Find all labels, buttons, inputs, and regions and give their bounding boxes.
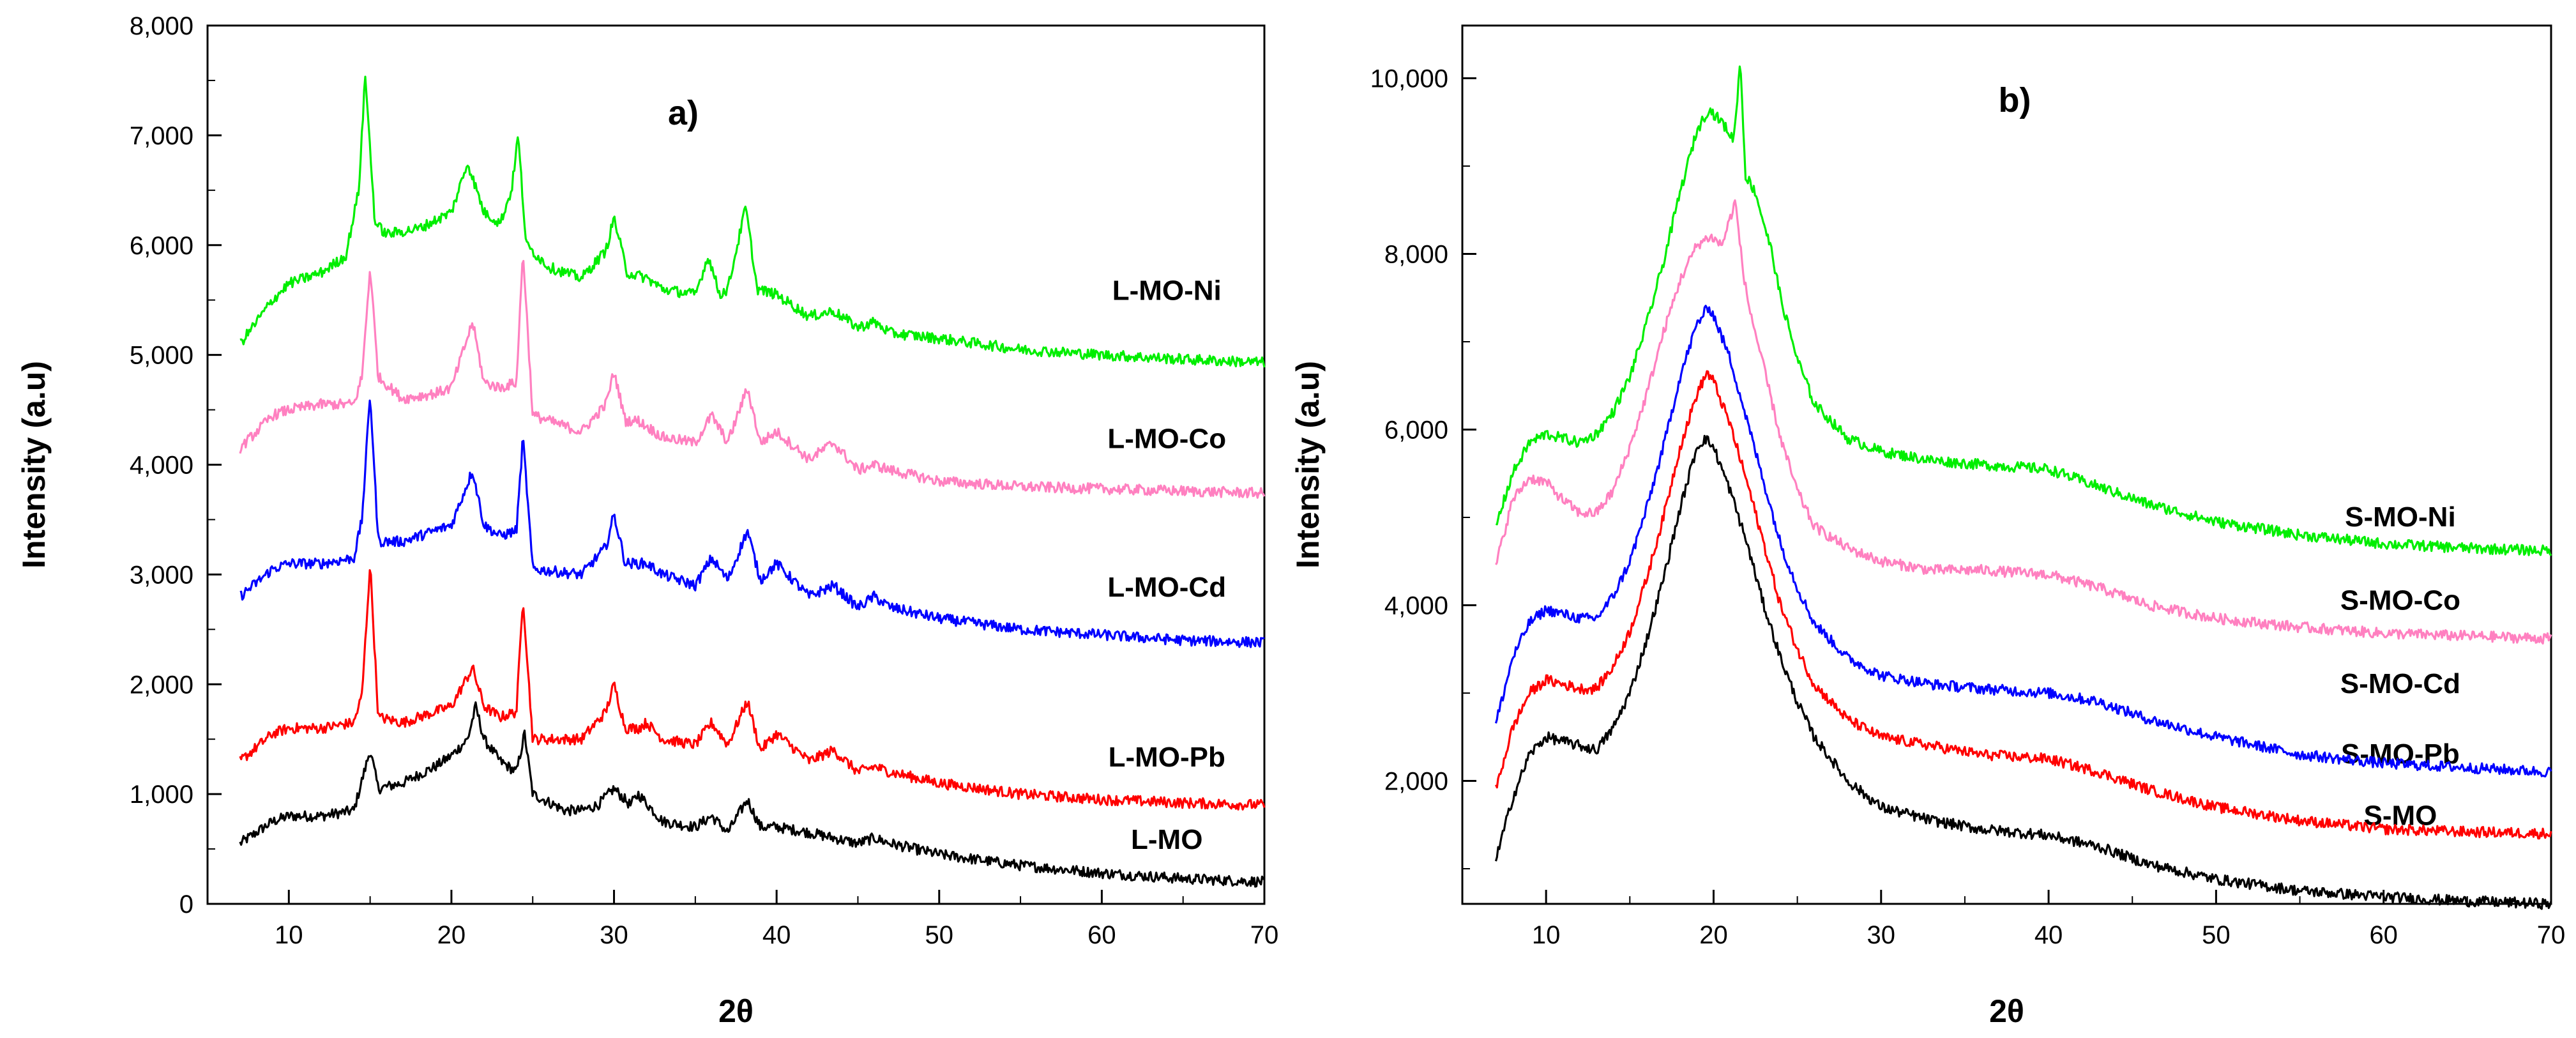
chart-b-x-tick-label: 10 <box>1532 921 1561 949</box>
chart-b-series-s-mo-label: S-MO <box>2363 800 2437 831</box>
chart-a-x-tick-label: 20 <box>437 921 466 949</box>
chart-b-series-s-mo-pb-line <box>1495 370 2552 840</box>
chart-a-series-l-mo-ni-label: L-MO-Ni <box>1112 275 1222 307</box>
chart-b-x-tick-label: 50 <box>2202 921 2231 949</box>
chart-a-series-l-mo-label: L-MO <box>1131 824 1202 855</box>
chart-a-y-axis-title: Intensity (a.u) <box>16 361 52 569</box>
chart-a-y-tick-label: 6,000 <box>130 232 193 260</box>
chart-a: 10 20 30 40 50 60 70 0 1,000 2,000 3,000 4,000 5,000… <box>16 12 1278 1029</box>
chart-b-series-s-mo-ni-line <box>1495 65 2552 556</box>
chart-a-x-tick-label: 40 <box>762 921 791 949</box>
chart-b-panel-label: b) <box>1999 81 2031 119</box>
chart-a-series-l-mo-cd-label: L-MO-Cd <box>1107 572 1226 603</box>
chart-b-x-tick-label: 30 <box>1867 921 1896 949</box>
chart-b-x-tick-label: 70 <box>2537 921 2566 949</box>
chart-b-y-tick-label: 8,000 <box>1384 241 1448 269</box>
chart-a-y-tick-label: 5,000 <box>130 342 193 370</box>
chart-a-panel-label: a) <box>668 94 699 132</box>
chart-a-y-tick-label: 1,000 <box>130 781 193 809</box>
chart-a-series-l-mo-cd-line <box>239 399 1265 648</box>
chart-a-series-l-mo-pb-label: L-MO-Pb <box>1109 742 1225 773</box>
chart-b-series-s-mo-cd-line <box>1494 305 2552 778</box>
chart-a-x-tick-label: 70 <box>1250 921 1279 949</box>
chart-a-x-tick-label: 50 <box>925 921 954 949</box>
chart-b-x-axis-title: 2θ <box>1989 993 2024 1029</box>
chart-b-y-axis-title: Intensity (a.u) <box>1290 361 1326 569</box>
chart-a-y-tick-label: 0 <box>179 890 193 919</box>
chart-b-y-tick-label: 10,000 <box>1370 65 1448 93</box>
chart-a-series-l-mo-ni-line <box>239 75 1266 368</box>
chart-b-series-s-mo-line <box>1494 434 2552 910</box>
chart-b-series-s-mo-co-line <box>1495 199 2552 645</box>
chart-a-y-tick-label: 4,000 <box>130 452 193 480</box>
chart-b-plot-frame <box>1461 24 2552 905</box>
chart-a-y-tick-label: 2,000 <box>130 671 193 699</box>
chart-b-y-tick-label: 6,000 <box>1384 416 1448 445</box>
chart-a-y-tick-label: 7,000 <box>130 122 193 150</box>
chart-a-series-l-mo-pb-line <box>239 569 1266 811</box>
chart-b-x-tick-label: 60 <box>2369 921 2398 949</box>
chart-b: 10 20 30 40 50 60 70 2,000 4,000 6,000 8,000 10,000… <box>1290 24 2566 1029</box>
chart-a-series-l-mo-co-label: L-MO-Co <box>1107 424 1226 455</box>
chart-b-series-s-mo-co-label: S-MO-Co <box>2340 584 2460 616</box>
chart-a-y-tick-label: 8,000 <box>130 12 193 40</box>
chart-b-x-tick-label: 40 <box>2034 921 2063 949</box>
chart-a-series-l-mo-line <box>239 701 1266 888</box>
chart-a-x-axis-title: 2θ <box>718 993 754 1029</box>
chart-b-series-s-mo-cd-label: S-MO-Cd <box>2340 668 2460 699</box>
chart-a-x-tick-label: 10 <box>275 921 303 949</box>
chart-a-x-tick-label: 60 <box>1087 921 1116 949</box>
chart-b-series-s-mo-ni-label: S-MO-Ni <box>2345 501 2456 533</box>
chart-a-x-tick-label: 30 <box>600 921 628 949</box>
chart-b-y-tick-label: 4,000 <box>1384 592 1448 620</box>
chart-a-series-l-mo-co-line <box>239 259 1266 499</box>
chart-b-y-tick-label: 2,000 <box>1384 768 1448 796</box>
chart-a-y-tick-label: 3,000 <box>130 561 193 589</box>
chart-b-x-tick-label: 20 <box>1699 921 1728 949</box>
